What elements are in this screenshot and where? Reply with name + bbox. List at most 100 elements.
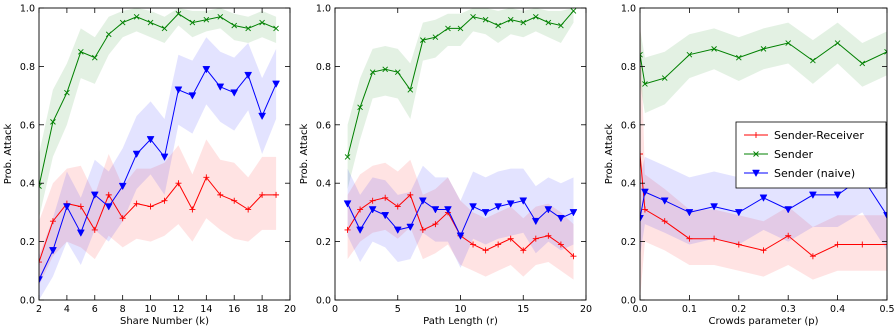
sender-receiver-point <box>357 206 364 213</box>
sender-receiver-point <box>760 247 767 254</box>
sender-point <box>495 22 501 29</box>
x-tick-label: 10 <box>454 304 466 315</box>
sender-receiver-point <box>520 247 527 254</box>
sender-naive-point <box>456 232 465 240</box>
sender-receiver-point <box>394 203 401 210</box>
sender-naive-confidence-band <box>347 165 574 268</box>
sender-receiver-point <box>175 180 182 187</box>
sender-receiver-point <box>91 226 98 233</box>
sender-receiver-point <box>470 241 477 248</box>
sender-receiver-point <box>119 215 126 222</box>
sender-point <box>39 183 42 189</box>
x-tick-label: 0.2 <box>731 304 746 315</box>
sender-naive-point <box>469 203 477 211</box>
sender-naive-point <box>418 197 427 205</box>
y-tick-label: 0.4 <box>316 179 331 190</box>
sender-point <box>520 19 527 26</box>
sender-naive-point <box>641 188 649 196</box>
sender-point <box>470 13 476 20</box>
sender-point <box>760 46 767 52</box>
x-tick-label: 0.4 <box>830 304 845 315</box>
y-tick-label: 0.2 <box>621 237 636 248</box>
sender-point <box>532 13 539 20</box>
sender-naive-point <box>118 182 127 191</box>
sender-point <box>119 19 126 26</box>
sender-naive-point <box>506 200 515 208</box>
y-tick-label: 1.0 <box>316 4 331 15</box>
x-tick-label: 20 <box>580 304 592 315</box>
y-axis-label: Prob. Attack <box>3 124 14 185</box>
y-tick-label: 0.2 <box>20 237 35 248</box>
sender-confidence-band <box>640 22 887 114</box>
sender-naive-point <box>258 112 267 121</box>
sender-naive-point <box>544 206 553 214</box>
sender-point <box>640 51 643 58</box>
plot-frame <box>38 7 291 301</box>
sender-naive-point <box>660 197 669 205</box>
sender-point <box>394 69 401 76</box>
x-tick-label: 18 <box>256 304 268 315</box>
sender-point <box>64 89 70 96</box>
sender-naive-point <box>640 214 644 223</box>
legend: Sender-Receiver Sender Sender (naive) <box>735 121 887 189</box>
sender-naive-point <box>39 276 43 284</box>
x-tick-label: 0.3 <box>781 304 796 315</box>
x-axis-label: Share Number (k) <box>120 316 209 327</box>
sender-naive-point <box>272 80 280 88</box>
y-tick-label: 0.4 <box>621 179 636 190</box>
sender-point <box>507 16 514 23</box>
sender-point <box>457 25 464 32</box>
sender-point <box>545 19 552 26</box>
plot-area <box>343 8 578 280</box>
sender-point <box>344 154 351 160</box>
y-tick-label: 0.6 <box>20 120 35 131</box>
sender-naive-point <box>146 136 155 144</box>
sender-point <box>642 81 648 87</box>
sender-point <box>105 31 112 38</box>
y-tick-label: 0.0 <box>316 296 331 307</box>
sender-naive-point <box>244 71 253 80</box>
sender-point <box>189 19 196 26</box>
sender-receiver-point <box>735 241 742 248</box>
y-tick-label: 0.0 <box>20 296 35 307</box>
sender-confidence-band <box>347 8 574 189</box>
sender-receiver-point <box>189 206 196 213</box>
sender-naive-point <box>160 153 169 161</box>
sender-point <box>884 48 887 55</box>
sender-point <box>785 40 792 46</box>
x-tick-label: 0.0 <box>632 304 647 315</box>
sender-naive-point <box>784 206 793 214</box>
sender-point <box>445 25 451 32</box>
sender-point <box>231 22 238 29</box>
x-tick-label: 16 <box>228 304 240 315</box>
x-tick-label: 15 <box>517 304 529 315</box>
sender-point <box>420 37 426 43</box>
y-axis-label: Prob. Attack <box>299 124 310 185</box>
sender-receiver-point <box>49 218 56 225</box>
sender-receiver-point <box>273 191 280 198</box>
sender-receiver-line <box>640 153 887 257</box>
sender-naive-point <box>393 226 402 234</box>
x-tick-label: 10 <box>145 304 157 315</box>
sender-naive-point <box>381 212 390 220</box>
sender-point <box>834 40 841 46</box>
sender-point <box>686 51 693 58</box>
sender-naive-point <box>808 191 817 199</box>
sender-receiver-point <box>231 197 238 204</box>
y-tick-label: 0.0 <box>621 296 636 307</box>
x-tick-label: 4 <box>64 304 70 315</box>
panel-1: 2 4 6 8 10 12 14 16 18 20 0.0 0.2 0.4 0.6 0.8 1.0 Share … <box>3 4 296 328</box>
sender-naive-point <box>406 223 415 232</box>
x-tick-label: 5 <box>395 304 401 315</box>
sender-receiver-point <box>809 253 816 260</box>
legend-swatch-marker <box>753 132 759 138</box>
sender-naive-point <box>132 150 141 159</box>
sender-receiver-confidence-band <box>640 8 887 300</box>
sender-receiver-point <box>570 253 577 260</box>
sender-point <box>711 46 717 52</box>
sender-point <box>859 60 866 67</box>
legend-label: Sender-Receiver <box>774 129 864 142</box>
sender-receiver-point <box>217 191 224 198</box>
sender-naive-point <box>90 191 99 199</box>
sender-receiver-point <box>161 197 168 204</box>
